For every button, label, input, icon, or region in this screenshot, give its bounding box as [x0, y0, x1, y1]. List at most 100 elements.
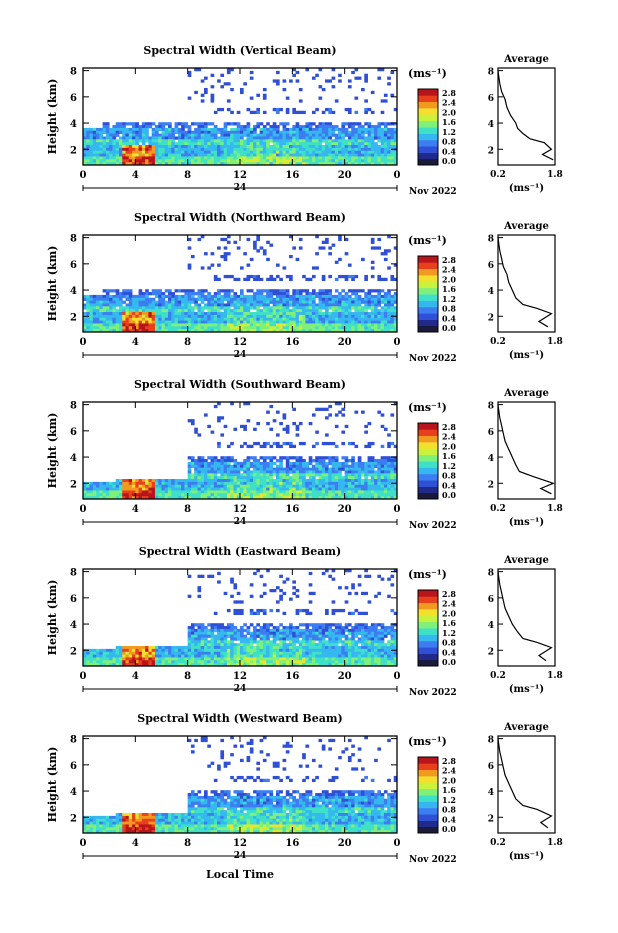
heatmap-cell	[253, 629, 257, 632]
heatmap-cell	[116, 128, 120, 131]
heatmap-cell	[175, 151, 179, 154]
heatmap-cell	[86, 298, 90, 301]
heatmap-cell	[237, 462, 241, 465]
heatmap-cell	[312, 128, 316, 131]
heatmap-cell	[348, 148, 352, 151]
heatmap-cell	[302, 145, 306, 148]
heatmap-cell	[214, 482, 218, 485]
heatmap-cell	[322, 246, 326, 249]
heatmap-cell	[103, 649, 107, 652]
heatmap-cell	[148, 309, 152, 312]
heatmap-cell	[315, 154, 319, 157]
heatmap-cell	[279, 462, 283, 465]
heatmap-cell	[276, 479, 280, 482]
heatmap-cell	[332, 134, 336, 137]
heatmap-cell	[286, 151, 290, 154]
heatmap-cell	[286, 298, 290, 301]
heatmap-cell	[237, 298, 241, 301]
heatmap-cell	[220, 637, 224, 640]
heatmap-cell	[361, 128, 365, 131]
heatmap-cell	[348, 465, 352, 468]
heatmap-cell	[103, 139, 107, 142]
heatmap-cell	[335, 99, 339, 102]
heatmap-cell	[250, 131, 254, 134]
heatmap-cell	[191, 493, 195, 496]
heatmap-cell	[197, 637, 201, 640]
heatmap-cell	[109, 318, 113, 321]
heatmap-cell	[371, 326, 375, 329]
heatmap-cell	[96, 134, 100, 137]
heatmap-cell	[256, 136, 260, 139]
heatmap-cell	[96, 655, 100, 658]
heatmap-cell	[335, 321, 339, 324]
heatmap-cell	[374, 306, 378, 309]
x-tick-label: 0	[80, 170, 87, 181]
heatmap-cell	[286, 136, 290, 139]
heatmap-cell	[256, 289, 260, 292]
heatmap-cell	[214, 301, 218, 304]
heatmap-cell	[312, 134, 316, 137]
heatmap-cell	[253, 490, 257, 493]
heatmap-cell	[201, 655, 205, 658]
heatmap-cell	[109, 298, 113, 301]
heatmap-cell	[387, 77, 391, 80]
heatmap-cell	[175, 652, 179, 655]
heatmap-cell	[197, 655, 201, 658]
heatmap-cell	[312, 142, 316, 145]
heatmap-cell	[273, 315, 277, 318]
heatmap-cell	[247, 479, 251, 482]
heatmap-cell	[162, 159, 166, 162]
heatmap-cell	[178, 323, 182, 326]
heatmap-cell	[296, 303, 300, 306]
heatmap-cell	[387, 493, 391, 496]
heatmap-cell	[325, 462, 329, 465]
heatmap-cell	[332, 159, 336, 162]
heatmap-cell	[338, 139, 342, 142]
heatmap-cell	[90, 312, 94, 315]
heatmap-cell	[217, 139, 221, 142]
heatmap-cell	[332, 142, 336, 145]
heatmap-cell	[162, 122, 166, 125]
heatmap-cell	[188, 151, 192, 154]
heatmap-cell	[260, 142, 264, 145]
heatmap-cell	[351, 470, 355, 473]
heatmap-cell	[103, 142, 107, 145]
heatmap-cell	[112, 128, 116, 131]
heatmap-cell	[371, 456, 375, 459]
heatmap-cell	[207, 493, 211, 496]
heatmap-cell	[322, 312, 326, 315]
heatmap-cell	[247, 640, 251, 643]
heatmap-cell	[319, 151, 323, 154]
heatmap-cell	[175, 482, 179, 485]
heatmap-cell	[381, 479, 385, 482]
heatmap-cell	[325, 154, 329, 157]
heatmap-cell	[139, 301, 143, 304]
colorbar-segment	[418, 288, 438, 295]
heatmap-cell	[217, 459, 221, 462]
heatmap-cell	[217, 136, 221, 139]
heatmap-cell	[126, 145, 130, 148]
heatmap-cell	[197, 306, 201, 309]
heatmap-cell	[188, 74, 192, 77]
heatmap-cell	[109, 303, 113, 306]
heatmap-cell	[243, 425, 247, 428]
heatmap-cell	[197, 238, 201, 241]
heatmap-cell	[145, 493, 149, 496]
heatmap-cell	[253, 482, 257, 485]
heatmap-cell	[247, 629, 251, 632]
heatmap-cell	[368, 490, 372, 493]
heatmap-cell	[276, 326, 280, 329]
heatmap-cell	[181, 323, 185, 326]
heatmap-cell	[312, 309, 316, 312]
heatmap-cell	[224, 473, 228, 476]
heatmap-cell	[256, 156, 260, 159]
heatmap-cell	[181, 655, 185, 658]
heatmap-cell	[227, 655, 231, 658]
heatmap-cell	[211, 465, 215, 468]
heatmap-cell	[253, 292, 257, 295]
heatmap-cell	[227, 156, 231, 159]
heatmap-cell	[354, 134, 358, 137]
heatmap-cell	[132, 315, 136, 318]
heatmap-cell	[243, 139, 247, 142]
heatmap-cell	[384, 315, 388, 318]
